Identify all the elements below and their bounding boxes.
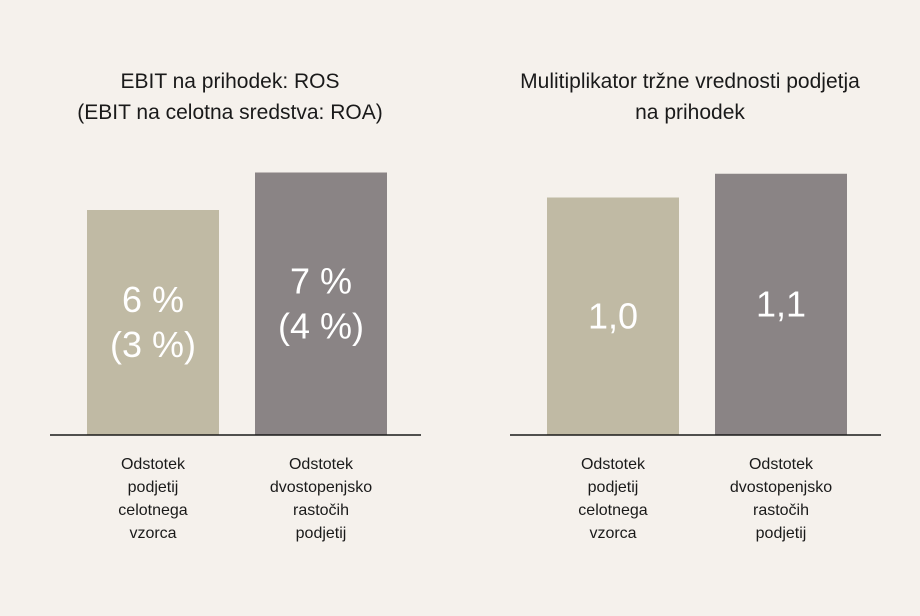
category-label: Odstotek	[581, 456, 646, 473]
chart-title-ros-line-1: EBIT na prihodek: ROS	[120, 70, 340, 93]
bar	[715, 173, 847, 435]
category-label: rastočih	[293, 502, 349, 519]
chart-panel-multiplier: Mulitiplikator tržne vrednosti podjetja …	[460, 0, 920, 616]
category-label: celotnega	[118, 502, 187, 519]
chart-title-multiplier: Mulitiplikator tržne vrednosti podjetja …	[460, 66, 920, 128]
category-label: Odstotek	[289, 456, 354, 473]
bar-value-label: 1,0	[588, 295, 638, 336]
category-label: vzorca	[129, 525, 176, 542]
category-label: rastočih	[753, 502, 809, 519]
category-label: Odstotek	[749, 456, 814, 473]
bar	[547, 197, 679, 435]
bar	[87, 210, 219, 435]
chart-title-multiplier-line-2: na prihodek	[635, 101, 745, 124]
category-label: podjetij	[296, 525, 347, 542]
chart-title-ros-line-2: (EBIT na celotna sredstva: ROA)	[77, 101, 383, 124]
chart-panel-ros: EBIT na prihodek: ROS (EBIT na celotna s…	[0, 66, 460, 542]
category-label: podjetij	[756, 525, 807, 542]
chart-title-multiplier-line-1: Mulitiplikator tržne vrednosti podjetja	[520, 70, 860, 93]
category-label: podjetij	[128, 479, 179, 496]
category-label: podjetij	[588, 479, 639, 496]
category-label: dvostopenjsko	[730, 479, 832, 496]
bar-chart-multiplier: 1,0 Odstotek podjetij celotnega vzorca 1,1 Ods…	[510, 173, 881, 542]
bar-value-label: 6 %	[122, 279, 184, 320]
category-label: Odstotek	[121, 456, 186, 473]
bar-value-label: 1,1	[756, 283, 806, 324]
bar-value-label: 7 %	[290, 260, 352, 301]
category-label: celotnega	[578, 502, 647, 519]
bar	[255, 172, 387, 435]
bar-value-label: (4 %)	[278, 305, 364, 346]
category-label: dvostopenjsko	[270, 479, 372, 496]
bar-chart-ros: 6 %(3 %) Odstotek podjetij celotnega vzorca 7…	[50, 172, 421, 542]
bar-value-label: (3 %)	[110, 324, 196, 365]
chart-title-ros: EBIT na prihodek: ROS (EBIT na celotna s…	[0, 66, 460, 128]
category-label: vzorca	[589, 525, 636, 542]
